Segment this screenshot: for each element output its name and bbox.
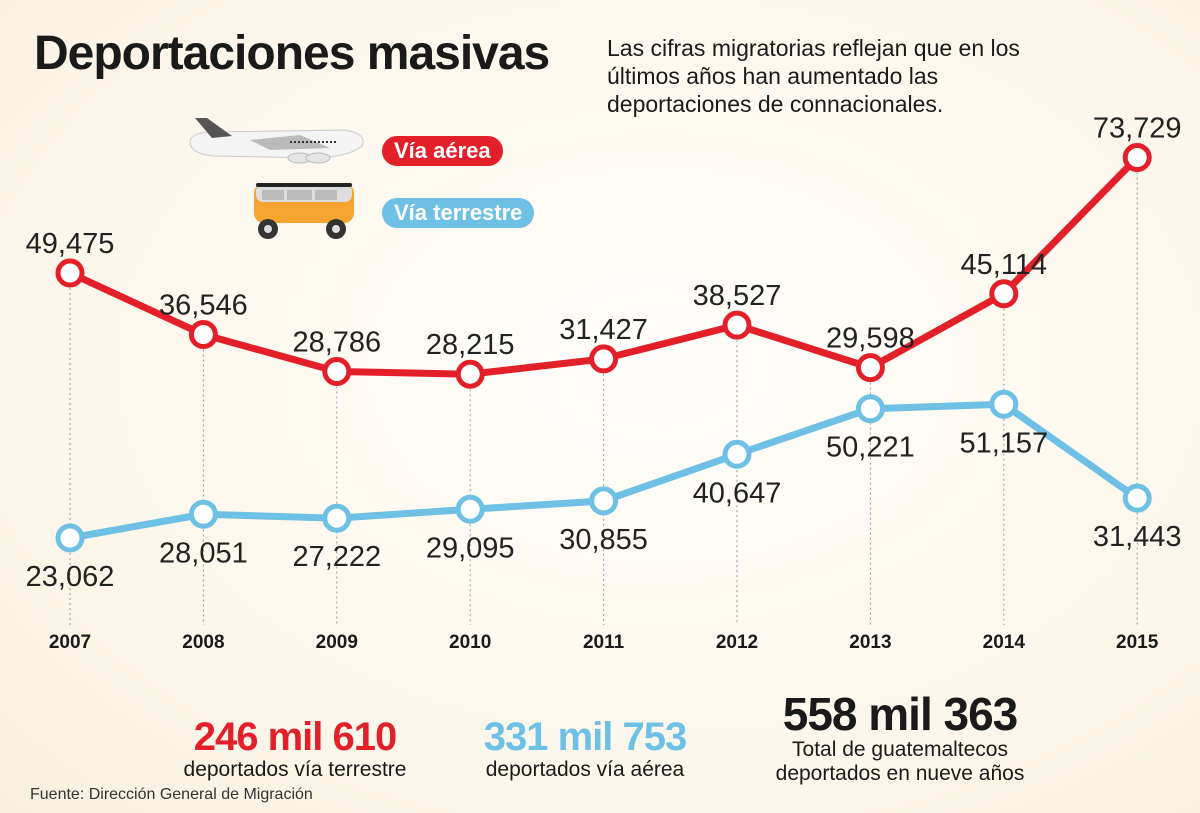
data-label: 27,222: [292, 541, 381, 573]
data-label: 23,062: [26, 561, 115, 593]
data-label: 31,443: [1093, 521, 1182, 553]
legend-via-aerea: Vía aérea: [382, 136, 503, 166]
data-point: [455, 494, 485, 524]
data-label: 36,546: [159, 290, 248, 322]
source-note: Fuente: Dirección General de Migración: [30, 786, 313, 803]
data-point: [722, 310, 752, 340]
data-point: [455, 359, 485, 389]
data-label: 28,051: [159, 537, 248, 569]
data-label: 40,647: [693, 477, 782, 509]
data-point: [322, 356, 352, 386]
x-tick-label: 2009: [316, 632, 358, 653]
stat-value: 331 mil 753: [483, 715, 688, 759]
stat-terrestre: 246 mil 610 deportados vía terrestre: [140, 716, 450, 782]
data-label: 49,475: [26, 228, 115, 260]
data-point: [855, 353, 885, 383]
data-label: 45,114: [961, 249, 1048, 281]
data-label: 28,215: [426, 329, 515, 361]
data-point: [855, 394, 885, 424]
data-point: [1122, 483, 1152, 513]
chart-subtitle: Las cifras migratorias reflejan que en l…: [607, 35, 1020, 117]
data-label: 38,527: [693, 280, 782, 312]
data-point: [989, 389, 1019, 419]
x-tick-label: 2015: [1116, 632, 1159, 653]
data-label: 28,786: [292, 326, 381, 358]
stat-total: 558 mil 363 Total de guatemaltecos depor…: [745, 690, 1055, 786]
x-tick-label: 2014: [983, 632, 1026, 653]
data-point: [55, 523, 85, 553]
data-point: [188, 499, 218, 529]
data-point: [989, 279, 1019, 309]
x-tick-label: 2010: [449, 632, 491, 653]
data-point: [589, 486, 619, 516]
data-point: [322, 503, 352, 533]
data-label: 29,598: [826, 323, 915, 355]
x-tick-label: 2008: [182, 632, 224, 653]
x-tick-label: 2012: [716, 632, 758, 653]
data-label: 50,221: [826, 432, 915, 464]
stat-aerea: 331 mil 753 deportados vía aérea: [455, 716, 715, 782]
data-label: 31,427: [559, 314, 648, 346]
data-point: [722, 439, 752, 469]
data-label: 73,729: [1093, 113, 1182, 145]
x-tick-label: 2013: [849, 632, 891, 653]
airplane-icon: [189, 118, 364, 164]
stat-value: 558 mil 363: [782, 688, 1019, 740]
data-point: [589, 344, 619, 374]
data-point: [1122, 143, 1152, 173]
data-label: 29,095: [426, 532, 515, 564]
stat-value: 246 mil 610: [193, 715, 398, 759]
x-tick-label: 2007: [49, 632, 91, 653]
x-tick-label: 2011: [583, 632, 625, 653]
stat-caption: deportados vía terrestre: [183, 758, 407, 781]
data-label: 30,855: [559, 524, 648, 556]
stat-caption: Total de guatemaltecos deportados en nue…: [775, 738, 1025, 785]
van-icon: [254, 183, 354, 239]
data-label: 51,157: [959, 427, 1048, 459]
data-point: [188, 320, 218, 350]
legend-via-terrestre: Vía terrestre: [382, 198, 535, 228]
chart-title: Deportaciones masivas: [34, 27, 550, 80]
data-point: [55, 258, 85, 288]
stat-caption: deportados vía aérea: [485, 758, 685, 781]
